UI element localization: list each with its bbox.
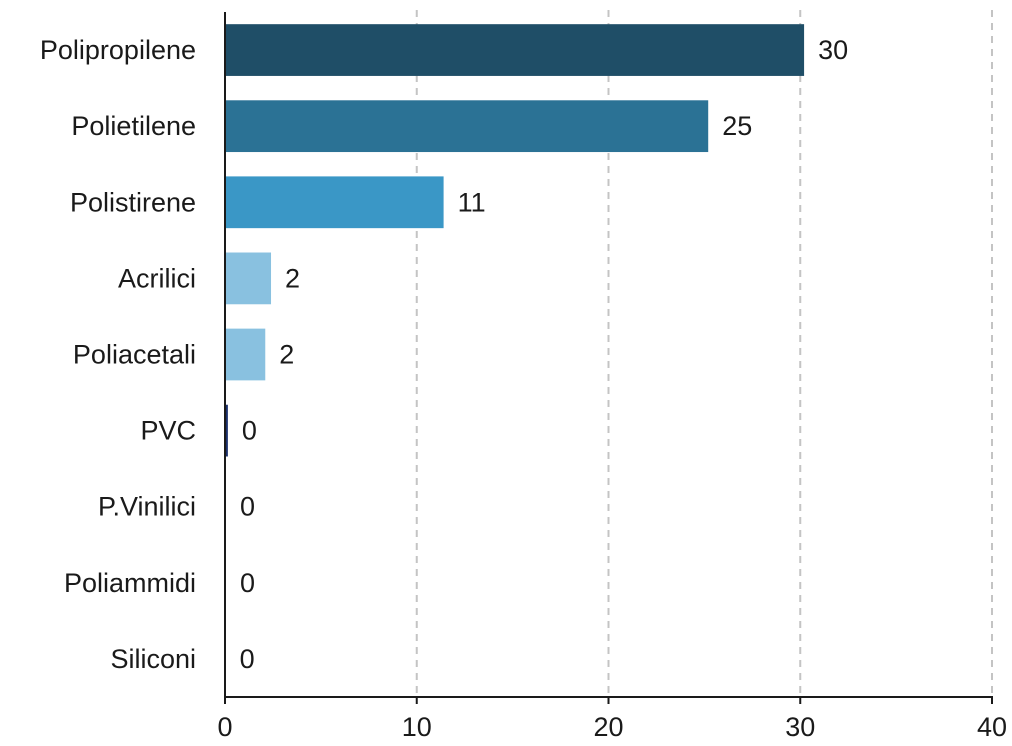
x-tick-label-0: 0: [217, 712, 232, 742]
bar-acrilici: [225, 252, 272, 305]
bar-poliacetali: [225, 328, 266, 381]
data-label-polietilene: 25: [722, 111, 752, 141]
x-tick-label-40: 40: [977, 712, 1007, 742]
data-label-polistirene: 11: [458, 187, 486, 217]
category-label-polipropilene: Polipropilene: [40, 35, 196, 65]
data-labels: 30 25 11 2 2 0 0 0 0: [240, 35, 849, 674]
data-label-poliammidi: 0: [240, 568, 255, 598]
x-tick-label-20: 20: [593, 712, 623, 742]
grid-lines: [415, 10, 993, 697]
bars: [225, 24, 805, 685]
category-labels: Polipropilene Polietilene Polistirene Acril…: [40, 35, 196, 674]
category-label-polietilene: Polietilene: [71, 111, 196, 141]
bar-polietilene: [225, 100, 709, 153]
data-label-acrilici: 2: [285, 263, 300, 293]
category-label-poliacetali: Poliacetali: [73, 340, 196, 370]
category-label-poliammidi: Poliammidi: [64, 568, 196, 598]
data-label-siliconi: 0: [240, 644, 255, 674]
data-label-pvc: 0: [242, 416, 257, 446]
category-label-pvc: PVC: [140, 416, 196, 446]
bar-polipropilene: [225, 24, 805, 76]
data-label-p-vinilici: 0: [240, 492, 255, 522]
category-label-polistirene: Polistirene: [70, 187, 196, 217]
bar-polistirene: [225, 176, 444, 229]
data-label-polipropilene: 30: [818, 35, 848, 65]
x-tick-label-30: 30: [785, 712, 815, 742]
x-tick-labels: 0 10 20 30 40: [217, 697, 1007, 742]
data-label-poliacetali: 2: [279, 340, 294, 370]
bar-pvc: [225, 404, 228, 457]
category-label-siliconi: Siliconi: [110, 644, 196, 674]
x-tick-label-10: 10: [402, 712, 432, 742]
category-label-p-vinilici: P.Vinilici: [98, 492, 196, 522]
category-label-acrilici: Acrilici: [118, 263, 196, 293]
